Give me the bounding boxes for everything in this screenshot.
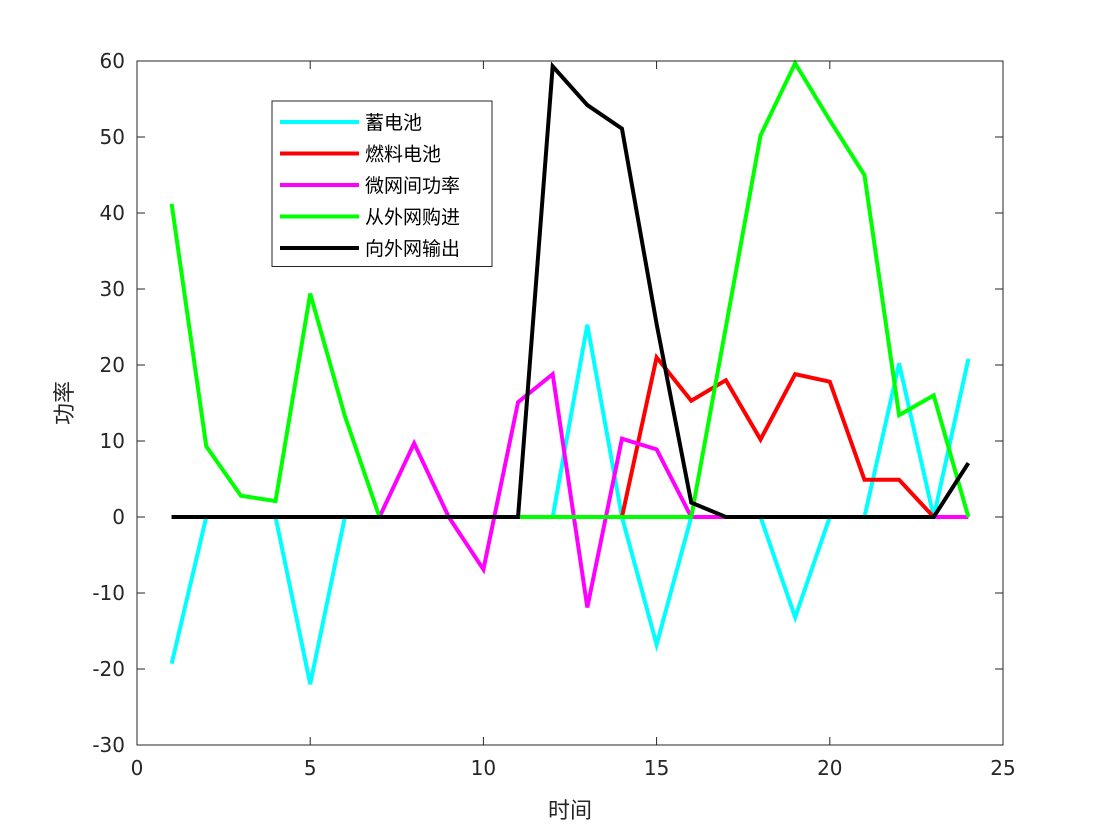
y-tick-label: -20 — [92, 657, 125, 681]
series-line-4 — [169, 59, 971, 519]
x-axis-label: 时间 — [548, 799, 592, 824]
series-line-5 — [171, 61, 971, 519]
legend-entry-label: 从外网购进 — [365, 207, 460, 229]
legend-entry-label: 蓄电池 — [365, 112, 422, 134]
y-axis-label: 功率 — [53, 381, 78, 425]
y-tick-label: 0 — [112, 505, 125, 529]
legend-entry-label: 燃料电池 — [365, 144, 441, 166]
x-tick-label: 25 — [990, 756, 1015, 780]
y-tick-label: 60 — [100, 49, 125, 73]
y-tick-label: 30 — [100, 277, 125, 301]
y-tick-label: 50 — [100, 125, 125, 149]
x-tick-label: 5 — [304, 756, 317, 780]
y-tick-label: 10 — [100, 429, 125, 453]
series-layer — [169, 59, 971, 685]
legend-entry-label: 向外网输出 — [365, 238, 460, 260]
legend-entry-label: 微网间功率 — [365, 175, 460, 197]
y-tick-label: -30 — [92, 733, 125, 757]
x-tick-label: 20 — [817, 756, 842, 780]
y-tick-label: 20 — [100, 353, 125, 377]
y-axis-ticks: -30 -20 -10 0 10 20 30 40 50 60 — [92, 49, 1003, 757]
x-tick-label: 15 — [644, 756, 669, 780]
plot-frame — [136, 60, 1004, 746]
x-axis-ticks: 0 5 10 15 20 25 — [131, 61, 1016, 780]
y-tick-label: 40 — [100, 201, 125, 225]
plot-area — [137, 61, 1003, 745]
y-tick-label: -10 — [92, 581, 125, 605]
x-tick-label: 0 — [131, 756, 144, 780]
x-tick-label: 10 — [471, 756, 496, 780]
